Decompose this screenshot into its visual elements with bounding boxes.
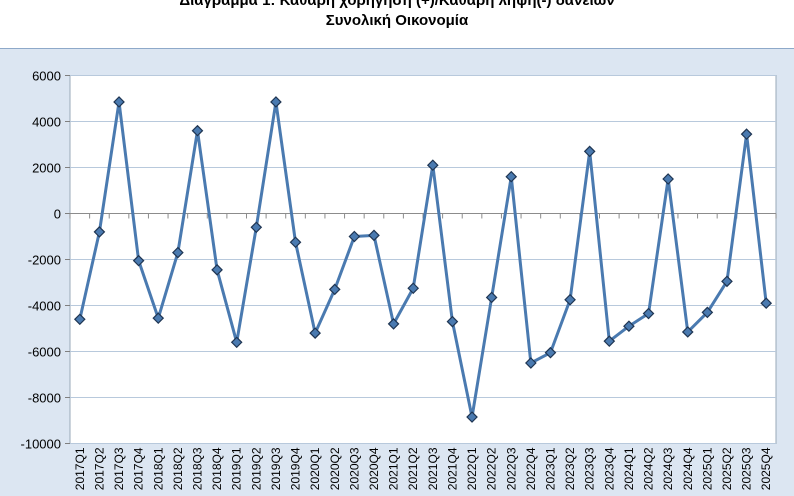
data-point (564, 293, 576, 306)
data-point (583, 145, 596, 158)
chart-title: Διάγραμμα 1: Καθαρή χορήγηση (+)/Καθαρή … (0, 0, 794, 48)
data-point (446, 315, 459, 328)
x-tick-label: 2022Q1 (465, 447, 479, 490)
x-tick-label: 2018Q1 (151, 447, 165, 490)
x-tick-label: 2023Q1 (543, 447, 557, 490)
x-axis: 2017Q1 2017Q2 2017Q3 2017Q4 2018Q1 2018Q2 2018… (69, 213, 777, 490)
data-point (211, 264, 223, 276)
data-point (662, 173, 674, 185)
x-tick-label: 2020Q2 (328, 447, 342, 490)
x-tick-label: 2024Q3 (661, 447, 675, 490)
x-tick-label: 2020Q3 (347, 447, 361, 490)
data-point (132, 254, 145, 267)
data-point (525, 357, 537, 369)
data-point (760, 297, 773, 310)
x-tick-label: 2020Q1 (308, 447, 322, 490)
x-tick-label: 2021Q2 (406, 447, 420, 490)
data-point (407, 282, 420, 295)
data-point (721, 275, 733, 288)
y-tick-label: 4000 (32, 115, 61, 130)
data-point (740, 128, 753, 140)
data-point (642, 307, 655, 320)
data-point (701, 306, 714, 319)
data-point (172, 246, 184, 259)
y-tick-label: -8000 (28, 391, 61, 406)
y-tick-label: -4000 (28, 299, 61, 314)
x-tick-label: 2019Q2 (249, 447, 263, 490)
x-tick-label: 2025Q2 (720, 447, 734, 490)
data-point (348, 230, 361, 243)
y-axis: 6000 4000 2000 0 -2000 -4000 -6000 -8000 -10000 (21, 69, 70, 452)
chart-title-line-1: Διάγραμμα 1: Καθαρή χορήγηση (+)/Καθαρή … (179, 0, 615, 9)
data-point (623, 320, 635, 333)
y-tick-label: -10000 (21, 437, 61, 452)
x-tick-label: 2020Q4 (367, 447, 381, 490)
x-tick-label: 2024Q2 (642, 447, 656, 490)
data-point (191, 124, 204, 137)
data-point (426, 159, 439, 172)
x-tick-label: 2018Q2 (171, 447, 185, 490)
x-tick-label: 2022Q2 (485, 447, 499, 490)
data-point (387, 318, 400, 330)
x-tick-label: 2017Q2 (92, 447, 106, 490)
data-point (466, 411, 478, 423)
x-tick-label: 2017Q1 (73, 447, 87, 490)
x-tick-label: 2024Q4 (681, 447, 695, 490)
data-point (681, 326, 694, 338)
x-tick-label: 2017Q4 (132, 447, 146, 490)
data-point (603, 335, 616, 347)
y-tick-label: 2000 (32, 161, 61, 176)
x-tick-label: 2019Q1 (230, 447, 244, 490)
x-tick-label: 2025Q3 (740, 447, 754, 490)
x-tick-label: 2025Q4 (759, 447, 773, 490)
data-point (485, 291, 498, 304)
data-point (505, 170, 518, 183)
x-tick-label: 2025Q1 (700, 447, 714, 490)
data-point (309, 327, 321, 339)
x-tick-label: 2018Q4 (210, 447, 224, 490)
data-point (113, 96, 125, 108)
data-point (152, 312, 165, 324)
data-point (544, 346, 557, 359)
y-tick-label: 0 (54, 207, 61, 222)
series-line-path (78, 100, 768, 419)
data-point (289, 236, 302, 249)
y-tick-label: -6000 (28, 345, 61, 360)
series-line (78, 100, 768, 419)
data-point (250, 221, 263, 234)
data-point (73, 313, 86, 326)
data-point (328, 283, 341, 296)
x-tick-label: 2023Q3 (583, 447, 597, 490)
chart-title-line-2: Συνολική Οικονομία (325, 12, 469, 29)
data-point (93, 226, 106, 238)
x-tick-label: 2021Q1 (387, 447, 401, 490)
x-tick-label: 2021Q4 (445, 447, 459, 490)
x-tick-label: 2023Q4 (602, 447, 616, 490)
x-tick-label: 2021Q3 (426, 447, 440, 490)
x-tick-label: 2019Q4 (289, 447, 303, 490)
data-point (368, 229, 380, 242)
x-tick-label: 2024Q1 (622, 447, 636, 490)
x-tick-label: 2022Q4 (524, 447, 538, 490)
x-tick-label: 2023Q2 (563, 447, 577, 490)
data-point (270, 96, 282, 108)
x-tick-label: 2022Q3 (504, 447, 518, 490)
y-tick-label: 6000 (32, 69, 61, 84)
series-markers (73, 96, 773, 423)
x-tick-label: 2018Q3 (190, 447, 204, 490)
x-tick-label: 2017Q3 (112, 447, 126, 490)
y-tick-label: -2000 (28, 253, 61, 268)
data-point (230, 336, 243, 349)
x-tick-label: 2019Q3 (269, 447, 283, 490)
